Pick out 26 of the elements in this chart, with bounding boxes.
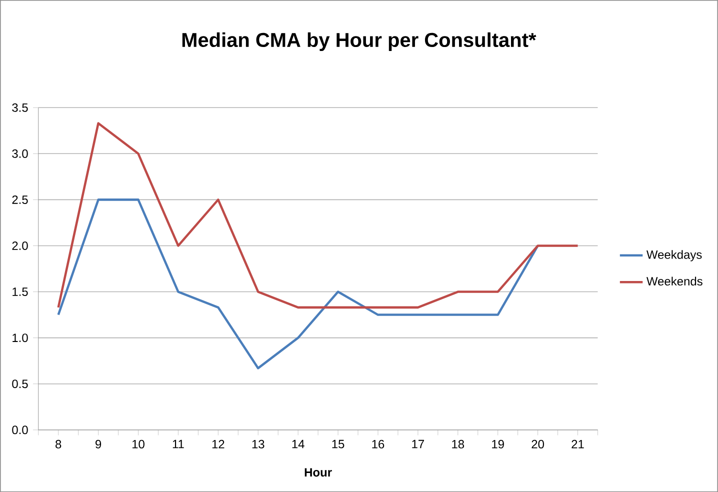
- chart-title: Median CMA by Hour per Consultant*: [182, 32, 536, 51]
- x-tick-label: 21: [572, 440, 584, 448]
- y-tick-label: 2.5: [12, 195, 28, 204]
- x-tick-label: 8: [56, 440, 62, 448]
- x-tick-label: 13: [252, 440, 264, 448]
- x-tick-label: 19: [492, 440, 504, 448]
- x-tick-label: 17: [412, 440, 424, 448]
- x-tick-label: 16: [372, 440, 384, 448]
- y-tick-label: 0.0: [12, 426, 28, 434]
- x-tick-label: 18: [452, 440, 464, 448]
- y-tick-label: 3.0: [12, 149, 28, 158]
- x-tick-label: 9: [96, 440, 102, 448]
- legend-label: Weekdays: [646, 250, 702, 262]
- y-tick-label: 0.5: [12, 380, 28, 388]
- y-tick-label: 1.0: [12, 333, 28, 342]
- x-tick-label: 12: [212, 440, 224, 448]
- y-tick-label: 2.0: [12, 241, 28, 250]
- x-tick-label: 10: [132, 440, 144, 448]
- x-tick-label: 11: [172, 440, 184, 448]
- y-tick-label: 1.5: [12, 287, 28, 296]
- x-tick-label: 14: [292, 440, 304, 448]
- x-axis-title: Hour: [304, 468, 332, 476]
- x-tick-label: 20: [532, 440, 544, 448]
- x-tick-label: 15: [332, 440, 344, 448]
- y-tick-label: 3.5: [12, 103, 28, 112]
- legend-label: Weekends: [646, 276, 702, 286]
